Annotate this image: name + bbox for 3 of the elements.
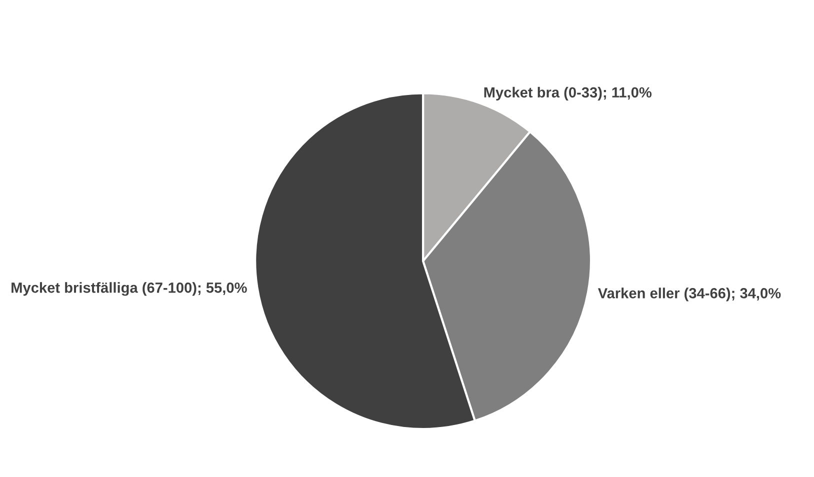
slice-label: Mycket bra (0-33); 11,0% [484,86,652,100]
slice-label: Varken eller (34-66); 34,0% [598,288,781,302]
slice-label: Mycket bristfälliga (67-100); 55,0% [12,282,247,296]
